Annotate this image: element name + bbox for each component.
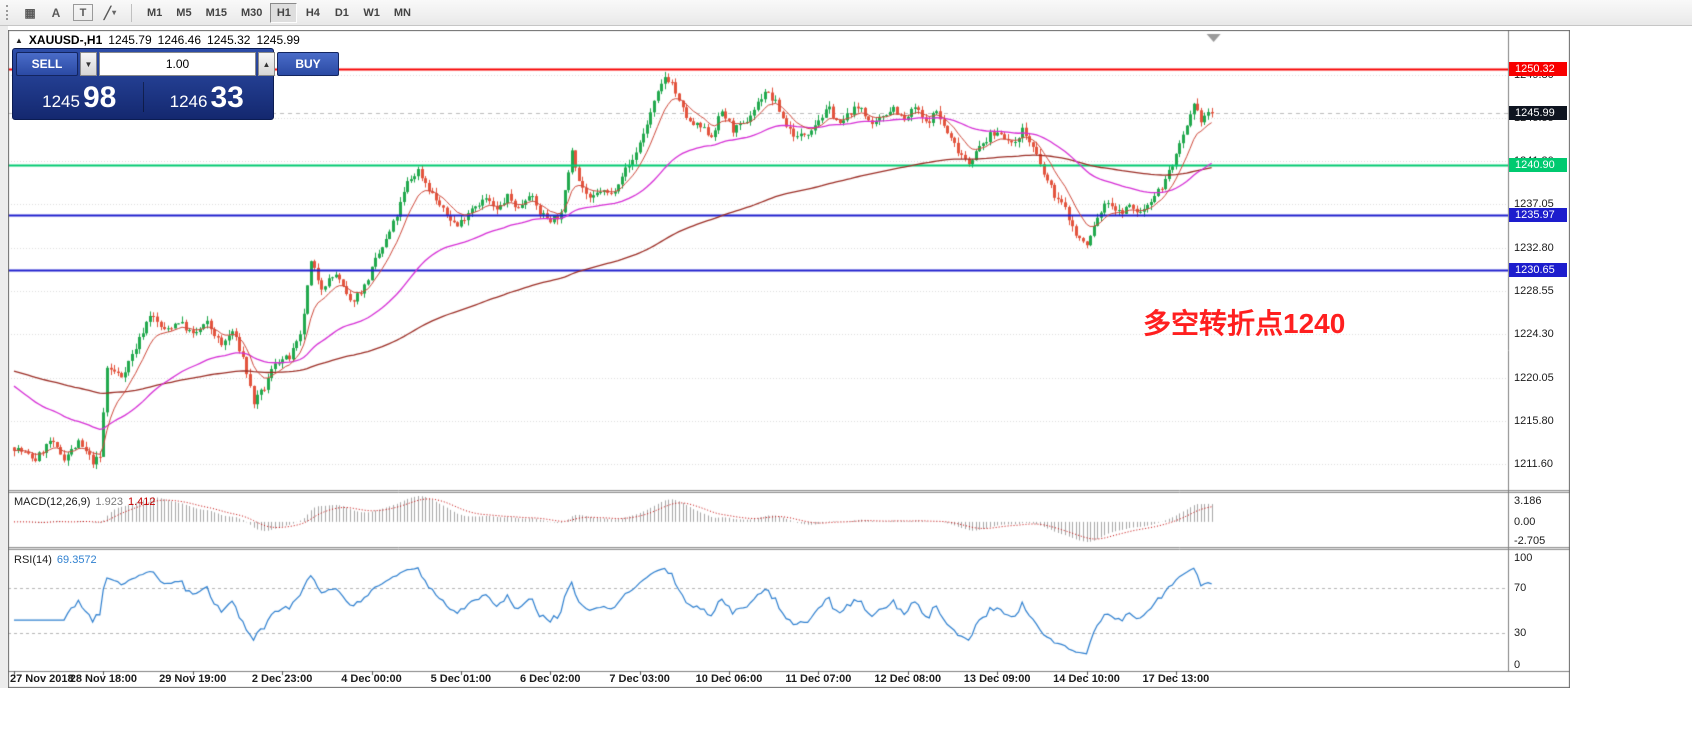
cursor-tool-icon[interactable]: A — [51, 5, 61, 20]
buy-price-display[interactable]: 1246 33 — [144, 78, 271, 116]
symbol-marker-icon: ▲ — [15, 35, 23, 45]
chevron-down-icon: ▾ — [112, 8, 117, 17]
time-axis-label: 13 Dec 09:00 — [963, 673, 1031, 685]
price-axis-tick: 1220.05 — [1514, 371, 1554, 384]
timeframe-m1-button[interactable]: M1 — [147, 6, 163, 19]
buy-button[interactable]: BUY — [277, 52, 339, 76]
sell-price-pips: 98 — [82, 81, 117, 114]
ohlc-open: 1245.79 — [108, 33, 152, 47]
price-level-flag: 1235.97 — [1509, 208, 1567, 223]
macd-signal-value: 1.412 — [127, 496, 156, 508]
chart-window: ▲ XAUUSD-,H1 1245.79 1246.46 1245.32 124… — [8, 30, 1570, 688]
text-tool-icon[interactable]: T — [73, 4, 93, 21]
time-axis-label: 29 Nov 19:00 — [159, 673, 227, 685]
timeframe-mn-button[interactable]: MN — [393, 6, 411, 19]
time-axis-label: 28 Nov 18:00 — [69, 673, 138, 685]
volume-increase-button[interactable]: ▲ — [258, 52, 275, 76]
timeframe-m5-button[interactable]: M5 — [176, 6, 192, 19]
price-level-flag: 1240.90 — [1509, 158, 1567, 173]
macd-axis-label: -2.705 — [1514, 535, 1546, 547]
time-axis-label: 4 Dec 00:00 — [341, 673, 402, 685]
time-axis-label: 27 Nov 2018 — [10, 673, 74, 685]
price-level-flag: 1230.65 — [1509, 262, 1567, 277]
time-axis-label: 11 Dec 07:00 — [785, 673, 852, 685]
price-chart-canvas[interactable] — [8, 30, 1570, 688]
timeframe-d1-button[interactable]: D1 — [334, 6, 349, 19]
chart-annotation-text[interactable]: 多空转折点1240 — [1143, 308, 1346, 339]
chevron-up-icon: ▲ — [262, 59, 271, 69]
time-axis-label: 14 Dec 10:00 — [1053, 673, 1120, 685]
rsi-axis-label: 70 — [1514, 581, 1527, 594]
chart-grid-icon[interactable]: ▦ — [24, 5, 36, 20]
price-divider — [142, 82, 144, 112]
chevron-down-icon: ▼ — [84, 59, 93, 69]
timeframe-h4-button[interactable]: H4 — [305, 6, 320, 19]
price-axis-tick: 1224.30 — [1514, 328, 1554, 341]
ohlc-high: 1246.46 — [157, 33, 202, 47]
price-axis-tick: 1228.55 — [1514, 285, 1554, 297]
price-axis-tick: 1237.05 — [1514, 198, 1554, 211]
price-axis-tick: 1211.60 — [1514, 457, 1553, 470]
top-toolbar: ▦ A T ╱ ▾ M1 M5 M15 M30 H1 H4 D1 W1 MN — [0, 0, 1692, 26]
ohlc-low: 1245.32 — [207, 33, 251, 47]
left-gutter — [0, 26, 8, 688]
time-axis-label: 2 Dec 23:00 — [251, 673, 313, 685]
volume-decrease-button[interactable]: ▼ — [80, 52, 97, 76]
price-level-flag: 1250.32 — [1509, 62, 1567, 77]
sell-button[interactable]: SELL — [16, 52, 78, 76]
time-axis-label: 12 Dec 08:00 — [874, 673, 942, 685]
toolbar-grip[interactable] — [6, 5, 11, 20]
volume-input[interactable] — [99, 52, 256, 76]
rsi-name: RSI(14) — [14, 554, 52, 566]
macd-axis-label: 3.186 — [1514, 495, 1542, 507]
price-level-flag: 1245.99 — [1509, 106, 1567, 121]
rsi-indicator-label: RSI(14) 69.3572 — [14, 554, 97, 566]
one-click-trading-panel: SELL ▼ ▲ BUY 1245 98 1246 33 — [12, 48, 339, 120]
symbol-title: XAUUSD-,H1 — [28, 33, 103, 47]
macd-name: MACD(12,26,9) — [14, 496, 91, 508]
timeframe-m15-button[interactable]: M15 — [205, 6, 227, 19]
rsi-axis-label: 100 — [1514, 552, 1533, 564]
macd-main-value: 1.923 — [95, 496, 123, 508]
toolbar-tools: ▦ A T ╱ ▾ — [18, 3, 122, 23]
macd-axis-label: 0.00 — [1514, 515, 1536, 528]
timeframe-m30-button[interactable]: M30 — [240, 6, 263, 19]
rsi-axis-label: 30 — [1514, 627, 1527, 640]
price-axis-tick: 1232.80 — [1514, 241, 1554, 254]
timeframe-w1-button[interactable]: W1 — [363, 6, 380, 19]
chart-header: ▲ XAUUSD-,H1 1245.79 1246.46 1245.32 124… — [15, 33, 300, 47]
time-axis-label: 5 Dec 01:00 — [430, 673, 492, 685]
time-axis-label: 17 Dec 13:00 — [1142, 673, 1210, 685]
toolbar-separator — [131, 3, 132, 22]
buy-price-main: 1246 — [169, 92, 208, 111]
buy-price-pips: 33 — [210, 81, 244, 114]
rsi-value: 69.3572 — [56, 554, 97, 566]
timeframe-h1-button[interactable]: H1 — [270, 2, 298, 23]
draw-tool-icon[interactable]: ╱ ▾ — [103, 5, 117, 20]
time-axis-label: 6 Dec 02:00 — [519, 673, 581, 685]
rsi-axis-label: 0 — [1514, 659, 1521, 671]
sell-price-display[interactable]: 1245 98 — [16, 78, 143, 116]
price-axis-tick: 1215.80 — [1514, 414, 1554, 427]
timeframe-buttons: M1 M5 M15 M30 H1 H4 D1 W1 MN — [141, 2, 417, 23]
time-axis-label: 10 Dec 06:00 — [695, 673, 763, 685]
time-axis-label: 7 Dec 03:00 — [609, 673, 670, 685]
ohlc-close: 1245.99 — [256, 33, 300, 47]
macd-indicator-label: MACD(12,26,9) 1.923 1.412 — [14, 496, 155, 508]
sell-price-main: 1245 — [42, 92, 80, 111]
